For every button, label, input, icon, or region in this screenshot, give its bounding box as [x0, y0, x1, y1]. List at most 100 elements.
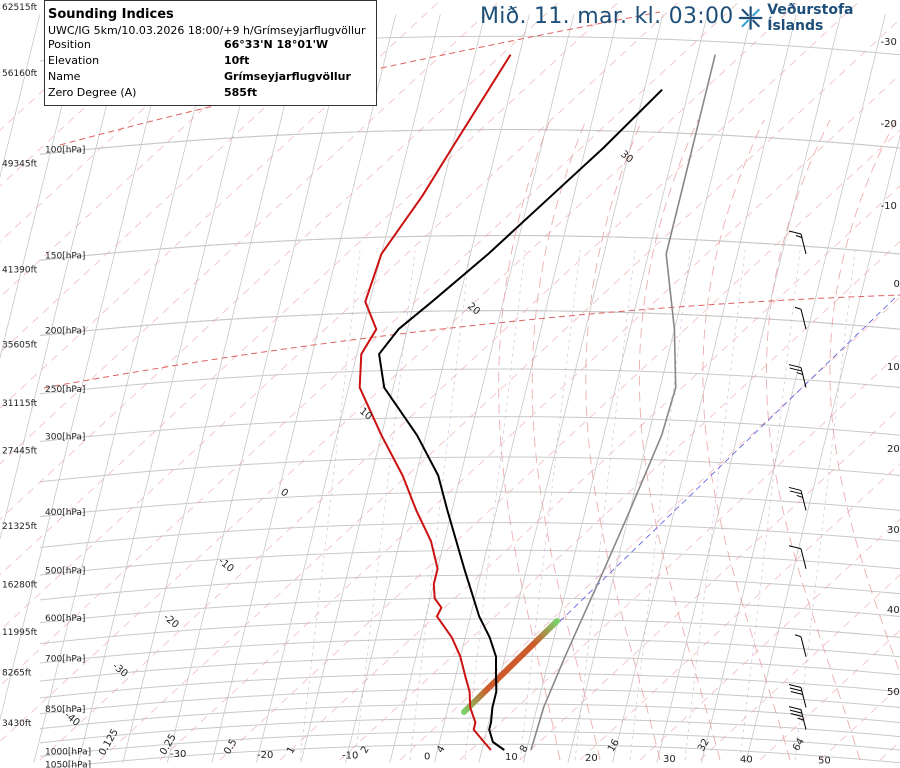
dry-adiabat-line: [0, 0, 322, 298]
moist-adiabat-line: [531, 119, 601, 761]
mixing-ratio-label: 0.125: [97, 727, 121, 757]
altitude-tick-label: 16280ft: [2, 580, 38, 590]
barb-feather: [790, 691, 803, 695]
wind-barbs: [788, 230, 807, 730]
wind-barb: [788, 545, 807, 569]
barb-half-feather: [794, 306, 802, 310]
isotherm-line: [211, 14, 397, 763]
dry-adiabat-line: [519, 407, 900, 761]
moist-adiabat-line: [498, 119, 561, 761]
right-temperature-label: 30: [887, 525, 900, 536]
isobar-line: [39, 128, 900, 155]
altitude-tick-label: 8265ft: [2, 668, 32, 678]
isotherm-line: [77, 14, 263, 763]
info-value: 585ft: [224, 86, 258, 99]
tropopause-line: [59, 11, 661, 146]
model-run-line: UWC/IG 5km/10.03.2026 18:00/+9 h/Grímsey…: [48, 24, 366, 37]
altitude-tick-label: 49345ft: [2, 160, 38, 170]
info-label: Zero Degree (A): [48, 86, 137, 99]
mixing-ratio-label: 8: [518, 743, 531, 754]
isotherm-line: [433, 14, 619, 763]
info-label: Elevation: [48, 54, 100, 67]
dry-adiabat-label: 0: [278, 487, 290, 500]
altitude-tick-label: 3430ft: [2, 719, 32, 729]
dry-adiabat-line: [159, 74, 900, 761]
barb-feather: [788, 486, 802, 491]
isotherm-line: [700, 14, 886, 763]
info-row-name: Name Grímseyjarflugvöllur: [48, 69, 376, 85]
pressure-tick-label: 100[hPa]: [45, 146, 85, 156]
isobar-line: [39, 416, 900, 442]
dry-adiabat-line: [699, 574, 900, 761]
temperature-tick-label: 20: [585, 753, 598, 764]
mixing-ratio-line: [464, 249, 526, 761]
chart-profiles: [358, 54, 716, 751]
barb-feather: [788, 364, 802, 369]
barb-half-feather: [794, 634, 802, 638]
dry-adiabat-line: [0, 0, 442, 409]
mixing-ratio-line: [684, 249, 746, 761]
dry-adiabat-line: [219, 129, 900, 761]
barb-staff: [800, 548, 807, 569]
dry-adiabat-line: [819, 685, 900, 761]
info-label: Name: [48, 70, 81, 83]
mixing-ratio-label: 1: [285, 745, 298, 756]
barb-half-feather: [796, 494, 803, 498]
logo-text: Veðurstofa Íslands: [767, 2, 854, 34]
surface-parcel-band: [461, 618, 560, 715]
wind-barb: [788, 706, 807, 730]
isobar-line: [39, 597, 900, 624]
info-row-zero-degree: Zero Degree (A) 585ft: [48, 85, 376, 101]
info-row-position: Position 66°33'N 18°01'W: [48, 37, 376, 53]
barb-feather: [789, 709, 802, 714]
pressure-tick-label: 500[hPa]: [45, 566, 85, 576]
temperature-tick-label: -20: [257, 750, 273, 761]
pressure-tick-label: 250[hPa]: [45, 385, 85, 395]
barb-staff: [800, 309, 807, 330]
isobar-line: [39, 730, 900, 757]
dry-adiabat-line: [39, 0, 862, 761]
info-value: 66°33'N 18°01'W: [224, 38, 329, 51]
barb-feather: [790, 713, 803, 718]
dewpoint-curve: [378, 88, 663, 751]
altitude-tick-label: 21325ft: [2, 522, 38, 532]
isobar-line: [39, 672, 900, 699]
mixing-ratio-label: 2: [359, 744, 372, 755]
pressure-tick-label: 1050[hPa]: [45, 760, 91, 768]
altitude-tick-label: 35605ft: [2, 341, 38, 351]
dry-adiabat-label: 20: [465, 301, 482, 318]
mixing-ratio-label: 16: [606, 737, 622, 754]
pressure-tick-label: 700[hPa]: [45, 654, 85, 664]
isobar-line: [39, 491, 900, 518]
isotherm-line: [166, 14, 352, 763]
isobar-line: [39, 310, 900, 336]
right-temperature-label: 0: [894, 279, 900, 290]
dry-adiabat-label: -20: [161, 612, 181, 631]
wind-barb: [788, 230, 807, 255]
info-row-elevation: Elevation 10ft: [48, 53, 376, 69]
wind-barb: [788, 684, 807, 708]
isotherm-line: [611, 14, 797, 763]
temperature-tick-label: -10: [342, 751, 358, 762]
pressure-tick-label: 150[hPa]: [45, 252, 85, 262]
dry-adiabat-label: 10: [357, 406, 374, 423]
sounding-indices-panel: Sounding Indices UWC/IG 5km/10.03.2026 1…: [44, 0, 377, 106]
isotherm-line: [0, 14, 85, 360]
info-value: Grímseyjarflugvöllur: [224, 70, 351, 83]
barb-half-feather: [796, 372, 803, 376]
barb-feather: [789, 687, 802, 692]
isotherm-line: [300, 14, 486, 763]
isotherm-line: [0, 14, 41, 179]
mixing-ratio-line: [574, 249, 636, 761]
barb-half-feather: [795, 235, 803, 238]
vedurstofa-logo[interactable]: Veðurstofa Íslands: [738, 2, 900, 34]
mixing-ratio-line: [739, 249, 801, 761]
wind-barb: [788, 486, 807, 511]
barb-feather: [789, 490, 802, 495]
dry-adiabat-line: [0, 0, 742, 687]
isotherm-line: [389, 14, 575, 763]
parcel-curve: [530, 54, 716, 751]
dry-adiabat-line: [459, 352, 900, 761]
isotherm-line: [344, 14, 530, 763]
dry-adiabat-line: [579, 463, 900, 761]
